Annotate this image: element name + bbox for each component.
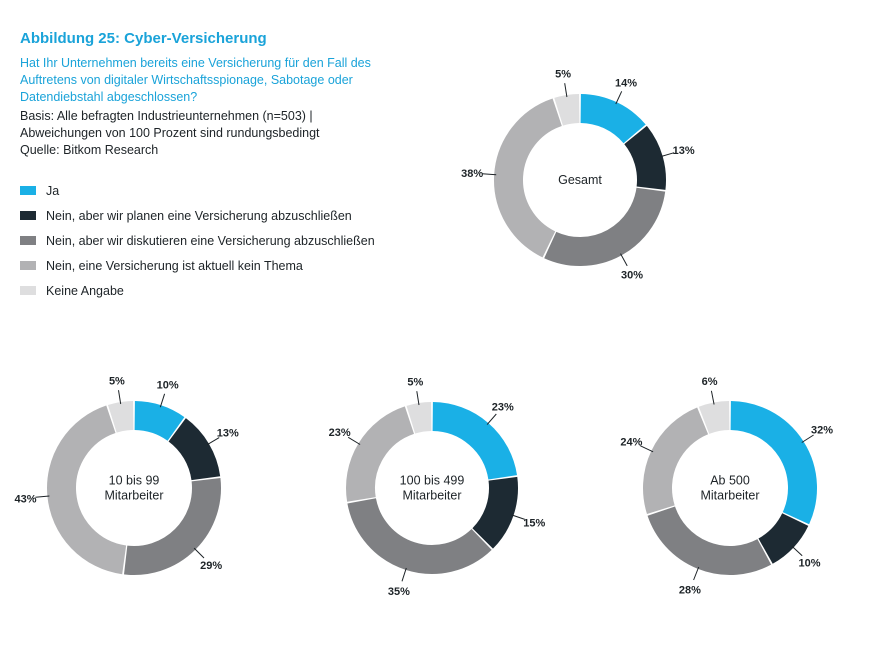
leader-line-gesamt-4 (564, 83, 568, 98)
donut-segment-10-99-1 (168, 418, 221, 481)
value-label-10-99-1: 13% (217, 428, 239, 440)
value-label-100-499-0: 23% (492, 402, 514, 414)
rounding-note: Abweichungen von 100 Prozent sind rundun… (20, 126, 320, 140)
donut-segment-ab-500-0 (730, 401, 817, 525)
leader-line-ab-500-1 (791, 545, 803, 557)
leader-line-100-499-3 (347, 436, 361, 445)
legend-swatch (20, 286, 36, 295)
leader-line-ab-500-0 (801, 434, 814, 443)
leader-line-ab-500-3 (640, 445, 654, 453)
basis-note: Basis: Alle befragten Industrieunternehm… (20, 108, 380, 159)
value-label-10-99-3: 43% (14, 493, 36, 505)
value-label-ab-500-2: 28% (679, 584, 701, 596)
leader-line-10-99-4 (118, 390, 122, 405)
legend-label: Nein, aber wir planen eine Versicherung … (46, 208, 352, 223)
basis-line: Basis: Alle befragten Industrieunternehm… (20, 109, 313, 123)
leader-line-100-499-1 (511, 514, 525, 520)
value-label-gesamt-4: 5% (555, 68, 571, 80)
leader-line-gesamt-0 (615, 91, 623, 105)
donut-segment-10-99-2 (124, 478, 221, 575)
leader-line-ab-500-2 (693, 566, 700, 581)
legend-item-diskutieren: Nein, aber wir diskutieren eine Versiche… (20, 228, 375, 253)
value-label-ab-500-4: 6% (702, 376, 718, 388)
legend-item-keine-angabe: Keine Angabe (20, 278, 375, 303)
center-label-100-499: 100 bis 499 (400, 474, 465, 488)
center-label-10-99: 10 bis 99 (109, 474, 160, 488)
source-note: Quelle: Bitkom Research (20, 143, 159, 157)
value-label-100-499-2: 35% (388, 586, 410, 598)
center-label-100-499: Mitarbeiter (402, 489, 461, 503)
donut-segment-10-99-4 (107, 401, 134, 433)
survey-question: Hat Ihr Unternehmen bereits eine Versich… (20, 56, 371, 104)
value-label-gesamt-2: 30% (621, 270, 643, 282)
legend-item-ja: Ja (20, 178, 375, 203)
center-label-gesamt: Gesamt (558, 173, 602, 187)
value-label-100-499-1: 15% (523, 518, 545, 530)
leader-line-100-499-0 (486, 413, 497, 425)
donut-segment-100-499-1 (471, 476, 518, 549)
donut-segment-gesamt-2 (544, 187, 666, 266)
donut-segment-ab-500-4 (698, 401, 731, 435)
donut-segment-gesamt-3 (494, 98, 563, 258)
donut-segment-10-99-0 (134, 401, 185, 442)
donut-segment-10-99-3 (47, 405, 127, 575)
legend-label: Ja (46, 183, 60, 198)
donut-segment-100-499-4 (406, 402, 432, 434)
value-label-10-99-4: 5% (109, 375, 125, 387)
donut-segment-gesamt-0 (579, 94, 646, 144)
value-label-gesamt-0: 14% (615, 77, 637, 89)
donut-segment-ab-500-1 (757, 512, 809, 564)
center-label-10-99: Mitarbeiter (104, 489, 163, 503)
leader-line-100-499-2 (401, 567, 407, 582)
value-label-gesamt-3: 38% (461, 168, 483, 180)
donut-segment-ab-500-3 (643, 407, 709, 515)
leader-line-ab-500-4 (710, 390, 715, 405)
value-label-ab-500-0: 32% (811, 425, 833, 437)
leader-line-10-99-3 (35, 495, 50, 498)
value-label-10-99-2: 29% (200, 560, 222, 572)
legend-swatch (20, 211, 36, 220)
legend-swatch (20, 236, 36, 245)
legend: Ja Nein, aber wir planen eine Versicheru… (20, 178, 375, 303)
donut-segment-100-499-0 (432, 402, 518, 481)
leader-line-100-499-4 (416, 391, 420, 406)
donut-segment-100-499-2 (347, 497, 492, 574)
leader-line-10-99-1 (206, 437, 220, 446)
value-label-ab-500-1: 10% (798, 558, 820, 570)
donut-segment-gesamt-1 (623, 125, 666, 190)
legend-item-planen: Nein, aber wir planen eine Versicherung … (20, 203, 375, 228)
legend-item-kein-thema: Nein, eine Versicherung ist aktuell kein… (20, 253, 375, 278)
value-label-10-99-0: 10% (157, 379, 179, 391)
legend-label: Nein, eine Versicherung ist aktuell kein… (46, 258, 303, 273)
legend-swatch (20, 261, 36, 270)
donut-segment-gesamt-4 (554, 94, 580, 126)
donut-segment-ab-500-2 (647, 505, 772, 575)
donut-segment-100-499-3 (346, 406, 415, 502)
legend-label: Keine Angabe (46, 283, 124, 298)
value-label-gesamt-1: 13% (673, 145, 695, 157)
center-label-ab-500: Ab 500 (710, 474, 750, 488)
value-label-100-499-4: 5% (407, 376, 423, 388)
leader-line-10-99-0 (159, 393, 166, 408)
legend-label: Nein, aber wir diskutieren eine Versiche… (46, 233, 375, 248)
leader-line-gesamt-2 (620, 253, 628, 267)
value-label-100-499-3: 23% (329, 427, 351, 439)
legend-swatch (20, 186, 36, 195)
center-label-ab-500: Mitarbeiter (700, 489, 759, 503)
leader-line-gesamt-1 (660, 152, 675, 158)
leader-line-10-99-2 (193, 547, 205, 559)
figure-title: Abbildung 25: Cyber-Versicherung (20, 30, 267, 47)
value-label-ab-500-3: 24% (620, 437, 642, 449)
leader-line-gesamt-3 (482, 173, 497, 176)
